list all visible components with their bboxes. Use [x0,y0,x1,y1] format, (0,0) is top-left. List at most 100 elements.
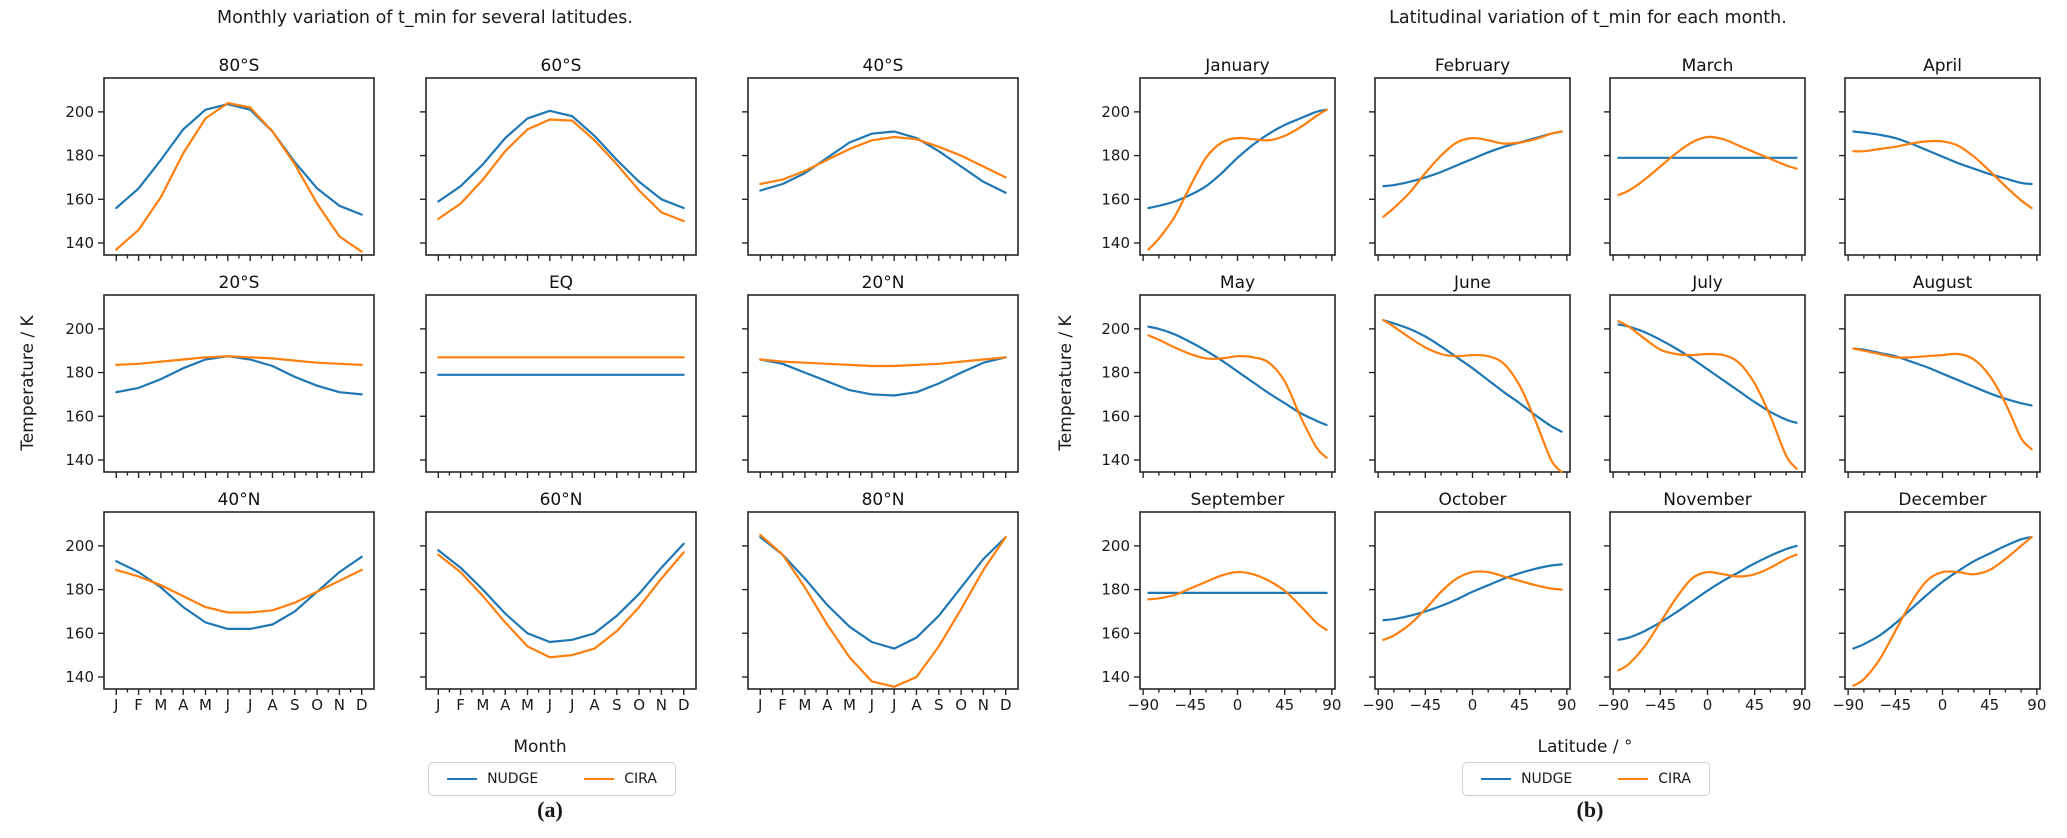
subplot-title: May [1220,273,1255,293]
x-tick-label: J [225,696,230,714]
subplot-may: 140 160 180 200 May [1101,273,1336,478]
x-tick-label: M [843,696,856,714]
cira-line-swatch [1618,778,1649,780]
panel-b-legend: NUDGE CIRA [1462,762,1710,796]
subplot-august: August [1839,273,2041,478]
y-tick-label: 140 [1101,234,1130,252]
y-tick-label: 160 [1101,190,1130,208]
subplot-title: August [1913,273,1973,293]
line-nudge [1852,347,2033,407]
line-nudge [115,555,363,630]
line-nudge [1617,323,1798,424]
y-tick-label: 200 [65,537,94,555]
subplot-20-s: 140 160 180 200 20°S [65,273,375,478]
subplot-march: March [1604,56,1806,261]
x-tick-label: S [612,696,622,714]
subplot-title: 20°S [219,273,260,293]
y-tick-label: 180 [65,147,94,165]
subplot-60-s: 60°S [420,56,697,261]
x-tick-label: O [955,696,967,714]
x-tick-label: A [822,696,833,714]
subplot-title: 80°N [862,490,905,510]
y-tick-label: 180 [1101,581,1130,599]
y-tick-label: 140 [1101,451,1130,469]
x-tick-label: 90 [1557,696,1576,714]
line-nudge [1147,325,1328,427]
x-tick-label: 0 [1468,696,1478,714]
subplot-title: 60°S [541,56,582,76]
legend-label-cira: CIRA [624,771,657,787]
y-tick-label: 160 [65,190,94,208]
y-tick-label: 180 [65,581,94,599]
line-cira [759,135,1007,186]
legend-item-cira: CIRA [584,771,657,787]
panel-a-title: Monthly variation of t_min for several l… [217,8,633,28]
line-nudge [437,109,685,210]
panel-b-ylabel: Temperature / K [1056,315,1076,451]
x-tick-label: J [547,696,552,714]
legend-label-nudge: NUDGE [487,771,539,787]
legend-item-nudge: NUDGE [447,771,538,787]
line-cira [1147,570,1328,632]
x-tick-label: −90 [1127,696,1159,714]
x-tick-label: F [456,696,465,714]
x-tick-label: J [569,696,574,714]
subplot-40-s: 40°S [742,56,1019,261]
panel-a-ylabel: Temperature / K [18,315,38,451]
x-tick-label: D [678,696,690,714]
x-tick-label: −45 [1879,696,1911,714]
line-cira [1382,130,1563,218]
x-tick-label: 0 [1233,696,1243,714]
y-tick-label: 200 [65,320,94,338]
y-tick-label: 140 [65,451,94,469]
y-tick-label: 140 [65,234,94,252]
line-cira [1382,570,1563,641]
x-tick-label: J [113,696,118,714]
x-tick-label: A [911,696,922,714]
y-tick-label: 160 [65,407,94,425]
y-tick-label: 180 [1101,147,1130,165]
y-tick-label: 200 [65,103,94,121]
panel-a-legend: NUDGE CIRA [428,762,676,796]
panel-b-title: Latitudinal variation of t_min for each … [1389,8,1787,28]
x-tick-label: M [476,696,489,714]
subplot-title: 40°S [863,56,904,76]
x-tick-label: A [589,696,600,714]
line-cira [1617,320,1798,470]
line-nudge [759,536,1007,650]
x-tick-label: J [247,696,252,714]
line-nudge [1852,536,2033,650]
subplot-title: September [1191,490,1285,510]
line-nudge [1382,319,1563,433]
subplot-title: 60°N [540,490,583,510]
x-tick-label: −45 [1644,696,1676,714]
line-nudge [1852,130,2033,186]
x-tick-label: O [311,696,323,714]
subplot-july: July [1604,273,1806,478]
x-tick-label: O [633,696,645,714]
y-tick-label: 200 [1101,103,1130,121]
nudge-line-swatch [447,778,478,780]
subplot-november: −90 −45 0 45 90 November [1597,490,1811,714]
subplot-80-n: J F M A M J J A S O N D80°N [742,490,1019,714]
x-tick-label: 45 [1275,696,1294,714]
x-tick-label: N [656,696,667,714]
x-tick-label: M [521,696,534,714]
subplot-title: 80°S [219,56,260,76]
y-tick-label: 180 [65,364,94,382]
x-tick-label: N [334,696,345,714]
legend-label-nudge: NUDGE [1521,771,1573,787]
nudge-line-swatch [1481,778,1512,780]
panel-b-xlabel: Latitude / ° [1537,737,1633,757]
line-nudge [115,103,363,216]
y-tick-label: 160 [1101,624,1130,642]
x-tick-label: A [500,696,511,714]
cira-line-swatch [584,778,615,780]
panel-b-caption: (b) [1576,797,1604,822]
y-tick-label: 200 [1101,537,1130,555]
subplot-title: December [1898,490,1986,510]
subplot-september: −90 −45 0 45 90 140 160 180 200 September [1101,490,1341,714]
x-tick-label: D [356,696,368,714]
